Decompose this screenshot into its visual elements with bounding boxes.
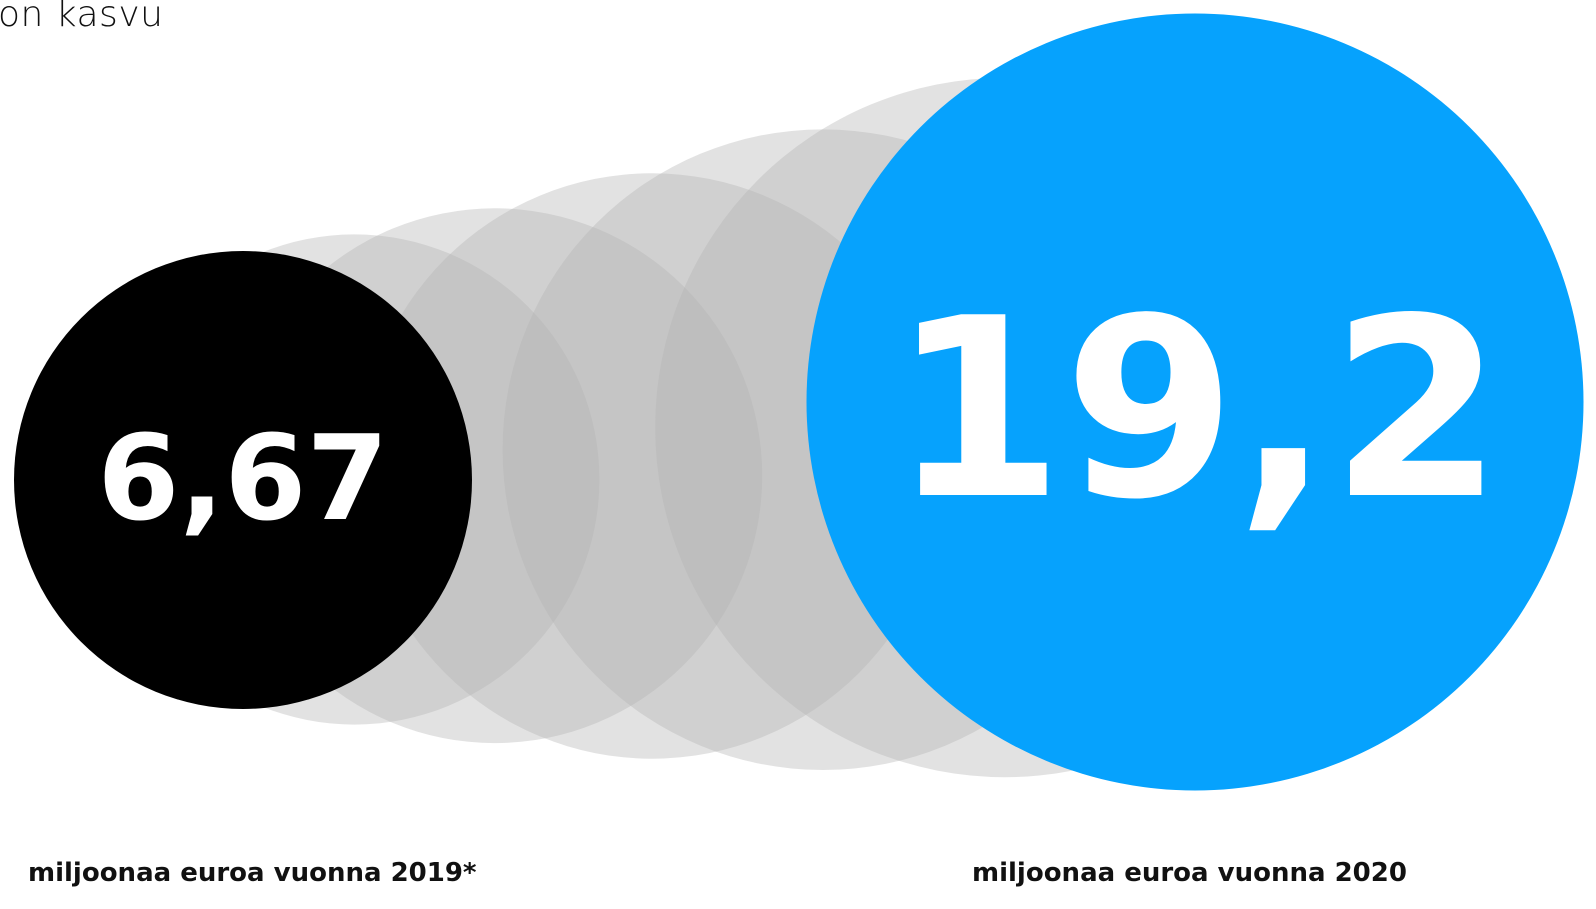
caption-2020: miljoonaa euroa vuonna 2020: [972, 858, 1407, 888]
chart-title-fragment: on kasvu: [0, 0, 164, 35]
caption-2019: miljoonaa euroa vuonna 2019*: [28, 858, 477, 888]
bubble-2020: [806, 13, 1584, 791]
value-label-2020: 19,2: [891, 266, 1503, 554]
value-label-2019: 6,67: [97, 409, 388, 547]
ghost-bubble: [359, 173, 945, 759]
bubble-2019: [14, 251, 472, 709]
